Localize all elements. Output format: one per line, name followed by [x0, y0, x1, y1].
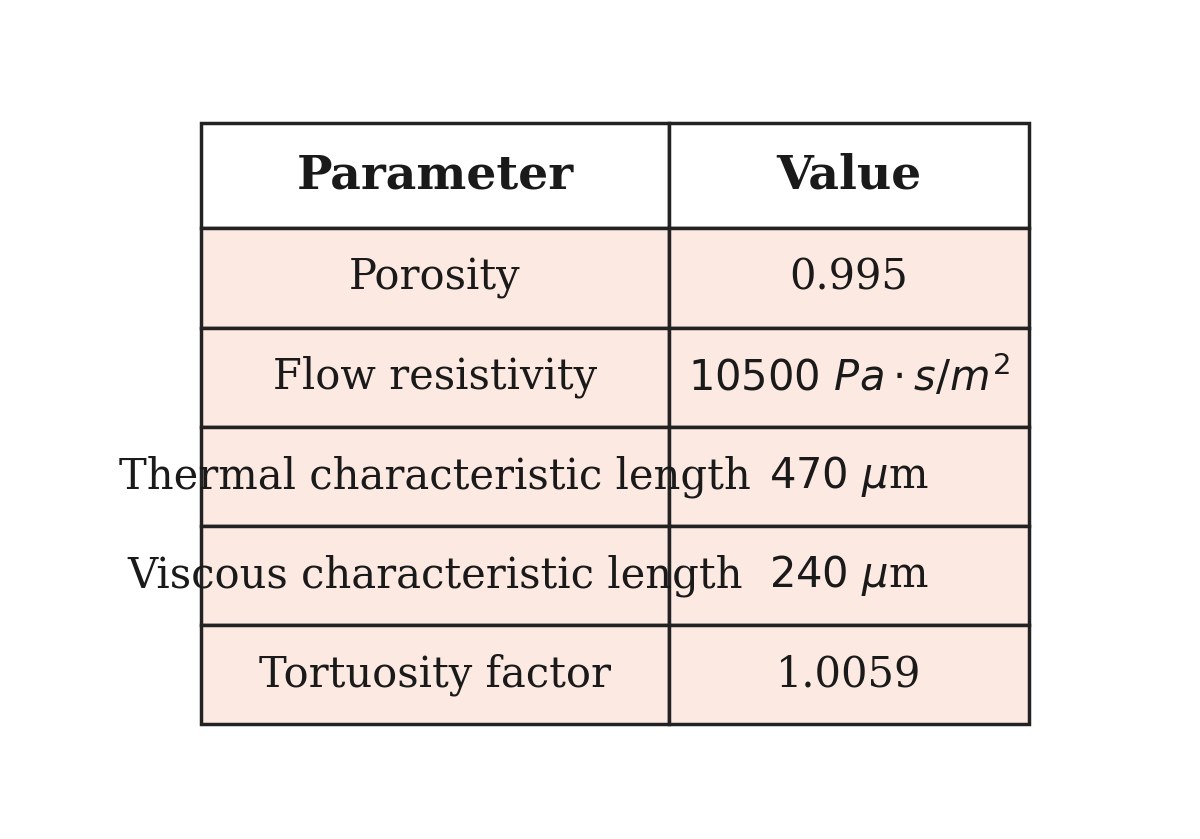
Bar	[202, 228, 668, 327]
Bar	[668, 228, 1028, 327]
Text: Porosity: Porosity	[349, 257, 521, 299]
Bar	[202, 625, 668, 724]
Text: 1.0059: 1.0059	[776, 654, 922, 696]
Text: Parameter: Parameter	[296, 153, 574, 199]
Text: $240\ \mu$m: $240\ \mu$m	[769, 553, 929, 598]
Text: Tortuosity factor: Tortuosity factor	[259, 654, 611, 696]
Bar	[668, 123, 1028, 228]
Bar	[202, 427, 668, 526]
Bar	[202, 327, 668, 427]
Bar	[202, 526, 668, 625]
Bar	[202, 123, 668, 228]
Text: $470\ \mu$m: $470\ \mu$m	[769, 454, 929, 498]
Text: Flow resistivity: Flow resistivity	[272, 356, 598, 399]
Bar	[668, 526, 1028, 625]
Bar	[668, 427, 1028, 526]
Text: Thermal characteristic length: Thermal characteristic length	[119, 455, 751, 498]
Text: Viscous characteristic length: Viscous characteristic length	[127, 554, 743, 597]
Bar	[668, 327, 1028, 427]
Text: 0.995: 0.995	[790, 257, 908, 299]
Text: Value: Value	[776, 153, 922, 199]
Bar	[668, 625, 1028, 724]
Text: $10500\ Pa\cdot s/m^{2}$: $10500\ Pa\cdot s/m^{2}$	[688, 354, 1009, 400]
